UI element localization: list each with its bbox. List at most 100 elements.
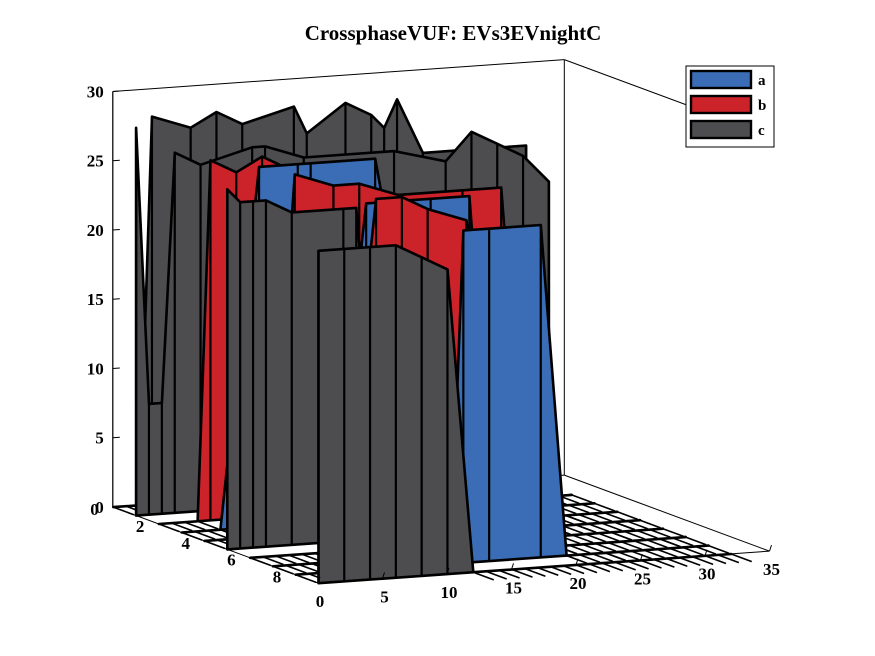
- floor-hatch: [197, 520, 219, 530]
- x-tick-mark: [382, 572, 385, 579]
- x-tick-label: 30: [699, 565, 716, 584]
- floor-hatch: [194, 530, 216, 540]
- y-tick-label: 6: [227, 551, 236, 570]
- floor-hatch: [288, 554, 310, 564]
- y-tick-label: 0: [90, 500, 99, 519]
- floor-hatch: [646, 539, 668, 549]
- floor-hatch: [604, 552, 627, 562]
- floor-hatch: [649, 528, 671, 538]
- y-tick-mark: [158, 522, 167, 525]
- floor-hatch: [640, 559, 662, 569]
- floor-hatch: [623, 530, 645, 540]
- floor-hatch: [613, 521, 636, 531]
- x-tick-mark: [769, 544, 772, 552]
- floor-hatch: [262, 556, 284, 566]
- floor-hatch: [601, 522, 623, 532]
- floor-hatch: [511, 568, 533, 578]
- floor-hatch: [571, 494, 593, 504]
- floor-hatch: [576, 564, 598, 574]
- floor-hatch: [472, 571, 495, 581]
- z-tick-label: 20: [87, 221, 104, 240]
- axes-layer: 0 5 10 15 20 25 30 0 5 10 15 20 25 30 35 0 2 4 6 8: [87, 82, 780, 611]
- floor-hatch: [669, 547, 691, 557]
- floor-hatch: [679, 556, 701, 567]
- x-tick-label: 5: [380, 587, 389, 606]
- z-tick-label: 15: [87, 290, 104, 309]
- floor-hatch: [275, 555, 297, 565]
- z-tick-label: 0: [95, 498, 104, 517]
- y-tick-mark: [249, 556, 258, 559]
- floor-hatch: [682, 546, 704, 556]
- floor-hatch: [485, 570, 507, 580]
- floor-hatch: [498, 569, 520, 579]
- x-tick-label: 15: [505, 578, 522, 597]
- floor-hatch: [550, 566, 572, 576]
- floor-hatch: [207, 529, 229, 540]
- z-tick-mark: [112, 90, 120, 92]
- z-tick-label: 10: [87, 359, 104, 378]
- floor-hatch: [730, 553, 753, 563]
- chart-title: CrossphaseVUF: EVs3EVnightC: [305, 21, 602, 45]
- floor-hatch: [562, 524, 584, 535]
- floor-hatch: [633, 540, 655, 550]
- legend-label-c: c: [758, 123, 765, 139]
- z-tick-label: 25: [87, 152, 104, 171]
- floor-hatch: [616, 511, 639, 521]
- floor-hatch: [692, 556, 714, 566]
- legend-label-a: a: [758, 73, 766, 89]
- floor-hatch: [588, 523, 610, 533]
- z-tick-mark: [112, 367, 120, 369]
- floor-hatch: [589, 563, 611, 573]
- floor-hatch: [591, 512, 613, 522]
- floor-hatch: [598, 532, 620, 542]
- legend-label-b: b: [758, 98, 766, 114]
- floor-hatch: [630, 550, 652, 560]
- floor-hatch: [604, 511, 626, 522]
- x-tick-mark: [640, 554, 643, 561]
- z-tick-label: 30: [87, 82, 104, 101]
- floor-hatch: [705, 555, 727, 565]
- z-tick-label: 5: [95, 429, 104, 448]
- legend-swatch-b: [689, 94, 753, 115]
- floor-hatch: [568, 504, 590, 514]
- floor-hatch: [695, 545, 717, 555]
- floor-hatch: [620, 540, 642, 551]
- floor-hatch: [184, 521, 206, 531]
- floor-hatch: [643, 549, 665, 559]
- x-tick-mark: [446, 567, 450, 575]
- floor-hatch: [565, 514, 587, 524]
- floor-hatch: [582, 543, 604, 553]
- y-tick-mark: [203, 539, 213, 542]
- floor-hatch: [627, 560, 649, 570]
- floor-hatch: [626, 520, 648, 530]
- z-tick-mark: [112, 159, 120, 162]
- y-tick-label: 8: [273, 568, 282, 587]
- x-tick-label: 10: [441, 583, 458, 602]
- floor-hatch: [298, 563, 320, 573]
- floor-hatch: [639, 519, 661, 529]
- x-tick-label: 25: [634, 569, 651, 588]
- floor-hatch: [585, 533, 607, 543]
- x-tick-mark: [317, 576, 321, 584]
- floor-hatch: [708, 544, 730, 554]
- floor-hatch: [537, 566, 559, 577]
- ribbon-layer: [112, 98, 753, 585]
- axes-box-edge: [112, 59, 565, 92]
- legend-swatch-a: [689, 69, 753, 90]
- y-tick-mark: [112, 505, 121, 508]
- floor-hatch: [601, 562, 624, 572]
- floor-hatch: [581, 503, 603, 513]
- x-tick-mark: [704, 549, 708, 556]
- legend-swatch-c: [689, 119, 753, 140]
- floor-hatch: [656, 548, 678, 558]
- floor-hatch: [607, 541, 630, 551]
- floor-hatch: [666, 557, 688, 567]
- floor-hatch: [610, 531, 633, 541]
- x-tick-mark: [511, 563, 514, 570]
- legend: abc: [685, 65, 775, 148]
- floor-hatch: [569, 544, 591, 554]
- floor-hatch: [653, 558, 675, 568]
- floor-hatch: [614, 561, 636, 571]
- floor-hatch: [594, 502, 616, 512]
